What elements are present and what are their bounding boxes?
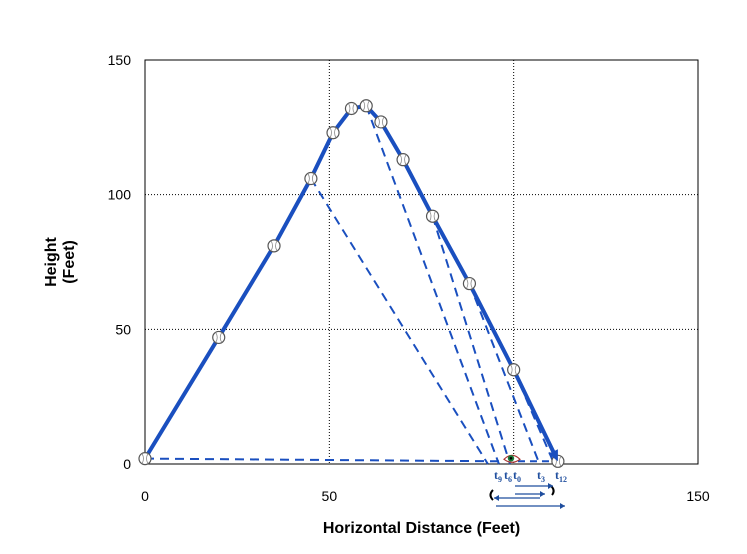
sightline — [365, 105, 500, 465]
ball-marker — [396, 153, 410, 167]
time-label-main: t — [513, 468, 517, 482]
ball-marker — [326, 126, 340, 140]
ball-marker — [304, 171, 318, 186]
x-tick-label: 50 — [322, 488, 338, 504]
ball-seam — [510, 364, 518, 375]
ball-seam — [307, 173, 315, 184]
ball-seam — [329, 127, 337, 138]
time-arrow-1-head — [548, 483, 553, 489]
baseball-icon — [212, 330, 226, 345]
y-tick-label: 100 — [108, 187, 132, 203]
ball-seam — [377, 116, 385, 128]
ball-seam — [141, 453, 149, 464]
trajectory-arrowhead — [548, 449, 558, 462]
y-tick-label: 50 — [115, 321, 131, 337]
time-label-sub: 12 — [559, 475, 567, 484]
y-tick-label: 0 — [123, 456, 131, 472]
baseball-icon — [138, 452, 152, 466]
ball-marker — [425, 209, 440, 223]
baseball-icon — [425, 209, 440, 223]
baseball-icon — [326, 126, 340, 140]
sightline — [310, 177, 489, 465]
baseball-icon — [344, 101, 359, 116]
time-arrow-3-head — [494, 495, 499, 501]
time-label: t12 — [555, 468, 567, 484]
time-label: t6 — [504, 468, 512, 484]
time-label: t9 — [494, 468, 502, 484]
ball-marker — [267, 239, 281, 253]
ball-seam — [215, 332, 223, 343]
x-tick-label: 0 — [141, 488, 149, 504]
time-label-main: t — [494, 468, 498, 482]
time-arrows — [489, 483, 565, 509]
y-axis-title-line: (Feet) — [61, 240, 78, 284]
baseball-icon — [359, 99, 373, 113]
ball-seam — [399, 154, 407, 165]
ball-marker — [212, 330, 226, 345]
time-label-sub: 6 — [508, 475, 512, 484]
baseball-icon — [507, 363, 521, 377]
tick-labels: 0 50 100 150 0 50 150 — [108, 52, 710, 504]
baseball-icon — [462, 276, 477, 291]
ball-marker — [374, 115, 388, 129]
ball-markers — [138, 99, 565, 468]
time-label-sub: 3 — [541, 475, 545, 484]
plot-area — [144, 59, 699, 465]
time-arrow-2-head — [540, 491, 545, 497]
ball-marker — [359, 99, 373, 113]
sightline — [468, 283, 541, 465]
eye-pupil — [509, 457, 513, 460]
ball-seam — [429, 211, 436, 222]
baseball-icon — [374, 115, 388, 129]
time-label: t0 — [513, 468, 521, 484]
observer-eye-icon — [503, 454, 521, 463]
sightline — [431, 215, 511, 465]
time-label-main: t — [555, 468, 559, 482]
ball-seam — [466, 278, 473, 289]
y-tick-label: 150 — [108, 52, 132, 68]
ball-seam — [362, 100, 370, 111]
ball-seam — [348, 103, 355, 114]
ball-marker — [507, 363, 521, 377]
x-axis-title: Horizontal Distance (Feet) — [323, 520, 520, 537]
time-label-main: t — [504, 468, 508, 482]
baseball-icon — [396, 153, 410, 167]
bracket-left — [489, 489, 494, 501]
time-label-main: t — [537, 468, 541, 482]
x-tick-label: 150 — [686, 488, 710, 504]
time-label: t3 — [537, 468, 545, 484]
time-label-sub: 9 — [498, 475, 502, 484]
y-axis-title: Height(Feet) — [43, 236, 78, 286]
ball-seam — [270, 240, 278, 252]
y-axis-title-line: Height — [43, 236, 60, 286]
baseball-icon — [267, 239, 281, 253]
time-labels: t9 t6 t0 t3 t12 — [494, 468, 567, 484]
time-arrow-4-head — [560, 503, 565, 509]
ball-marker — [344, 101, 359, 116]
time-label-sub: 0 — [517, 475, 521, 484]
ball-marker — [138, 452, 152, 466]
ball-marker — [462, 276, 477, 291]
baseball-icon — [304, 171, 318, 186]
